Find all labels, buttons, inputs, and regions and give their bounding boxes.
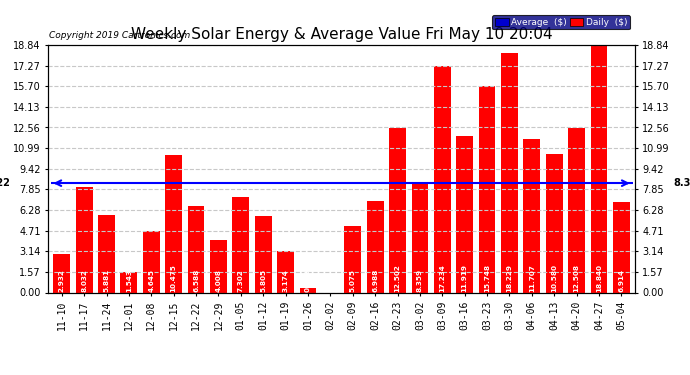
Bar [568, 128, 585, 292]
Text: Copyright 2019 Cartronics.com: Copyright 2019 Cartronics.com [50, 31, 190, 40]
Bar [479, 86, 495, 292]
Text: 10.475: 10.475 [170, 264, 177, 292]
Bar [76, 187, 92, 292]
Bar [344, 226, 361, 292]
Bar [143, 231, 159, 292]
Bar [121, 272, 137, 292]
Text: 0.332: 0.332 [305, 270, 311, 292]
Text: 5.805: 5.805 [260, 269, 266, 292]
Bar [434, 66, 451, 292]
Bar [166, 155, 182, 292]
Text: 3.174: 3.174 [283, 269, 288, 292]
Bar [299, 288, 317, 292]
Bar [98, 215, 115, 292]
Bar [501, 53, 518, 292]
Bar [411, 183, 428, 292]
Bar [613, 202, 630, 292]
Text: 12.508: 12.508 [573, 264, 580, 292]
Text: 6.588: 6.588 [193, 268, 199, 292]
Bar [591, 45, 607, 292]
Text: 11.919: 11.919 [462, 264, 468, 292]
Text: 17.234: 17.234 [440, 264, 445, 292]
Bar [546, 153, 562, 292]
Text: 8.322: 8.322 [673, 178, 690, 188]
Bar [389, 128, 406, 292]
Text: 6.914: 6.914 [618, 269, 624, 292]
Text: 12.502: 12.502 [395, 264, 400, 292]
Bar [210, 240, 227, 292]
Text: 1.543: 1.543 [126, 269, 132, 292]
Text: 6.988: 6.988 [372, 268, 378, 292]
Bar [53, 254, 70, 292]
Text: 8.032: 8.032 [81, 269, 87, 292]
Text: 11.707: 11.707 [529, 264, 535, 292]
Text: 5.881: 5.881 [104, 269, 110, 292]
Text: 8.359: 8.359 [417, 269, 423, 292]
Title: Weekly Solar Energy & Average Value Fri May 10 20:04: Weekly Solar Energy & Average Value Fri … [130, 27, 553, 42]
Text: 18.229: 18.229 [506, 264, 513, 292]
Text: 15.748: 15.748 [484, 264, 490, 292]
Bar [456, 136, 473, 292]
Text: 2.932: 2.932 [59, 269, 65, 292]
Text: 18.840: 18.840 [596, 264, 602, 292]
Text: 8.322: 8.322 [0, 178, 10, 188]
Bar [233, 196, 249, 292]
Bar [366, 201, 384, 292]
Text: 7.302: 7.302 [238, 269, 244, 292]
Text: 4.008: 4.008 [215, 269, 221, 292]
Bar [277, 251, 294, 292]
Text: 10.580: 10.580 [551, 264, 558, 292]
Text: 5.075: 5.075 [350, 269, 356, 292]
Legend: Average  ($), Daily  ($): Average ($), Daily ($) [493, 15, 630, 29]
Bar [188, 206, 204, 292]
Bar [524, 139, 540, 292]
Text: 4.645: 4.645 [148, 269, 155, 292]
Bar [255, 216, 272, 292]
